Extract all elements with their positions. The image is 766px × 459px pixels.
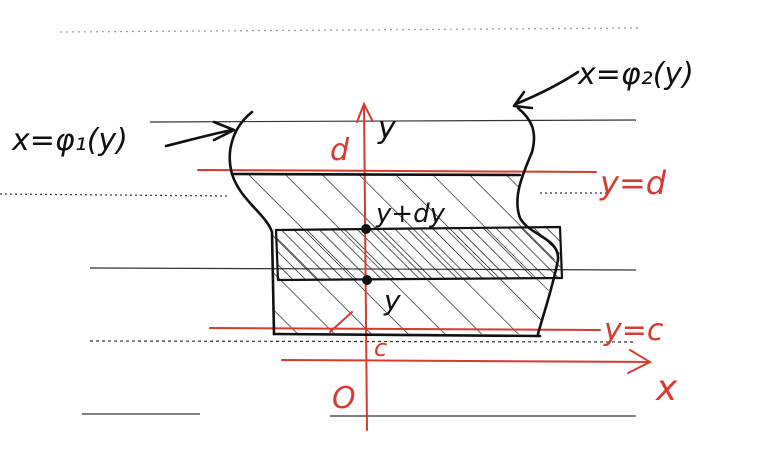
strip-fill xyxy=(276,227,562,280)
lower-point xyxy=(362,275,372,285)
x-axis-label: x xyxy=(655,368,678,409)
y-equals-d-label: y=d xyxy=(599,164,667,202)
line-y-equals-c xyxy=(209,327,601,331)
right-curve-arrowhead xyxy=(512,90,534,110)
strip-outline xyxy=(274,225,564,282)
x-axis xyxy=(281,359,649,363)
lower-point-label: y xyxy=(383,284,401,317)
ruled-line xyxy=(59,27,641,33)
right-boundary-curve xyxy=(516,106,560,336)
top-edge xyxy=(230,172,522,177)
c-tick xyxy=(329,311,353,333)
left-boundary-curve xyxy=(228,110,276,336)
y-axis-label: y xyxy=(377,111,397,146)
upper-point xyxy=(361,224,371,234)
right-curve-arrow xyxy=(514,70,580,106)
line-y-equals-d xyxy=(197,169,597,173)
upper-point-label: y+dy xyxy=(375,199,446,229)
y-axis-arrow xyxy=(356,101,373,123)
left-curve-label: x=φ₁(y) xyxy=(11,123,128,158)
ruled-line xyxy=(0,193,231,197)
boundaries xyxy=(164,70,580,338)
bottom-edge xyxy=(272,332,542,338)
x-axis-arrow xyxy=(627,349,653,374)
ruled-line xyxy=(89,340,637,343)
ruled-line xyxy=(149,119,637,123)
y-axis xyxy=(363,103,368,431)
d-tick-label: d xyxy=(330,133,350,168)
left-curve-arrow xyxy=(164,128,234,148)
c-tick-label: c xyxy=(374,334,387,362)
left-curve-arrowhead xyxy=(212,120,236,142)
y-equals-c-label: y=c xyxy=(603,313,664,348)
origin-label: O xyxy=(332,381,356,416)
right-curve-label: x=φ₂(y) xyxy=(577,57,694,92)
